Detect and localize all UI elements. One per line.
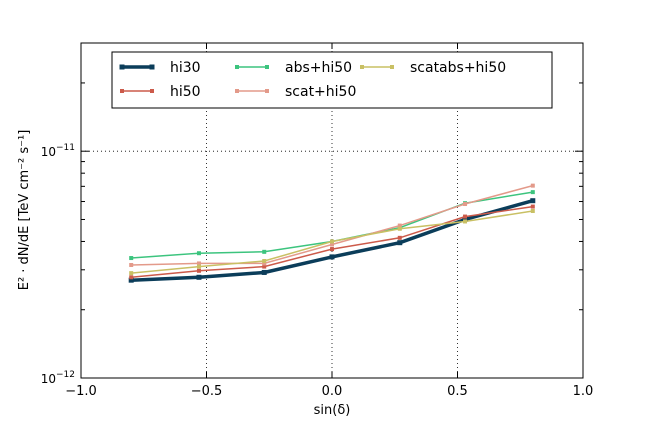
data-point-scat+hi50 [463,202,468,207]
data-point-hi50 [262,264,267,269]
legend-box [111,51,553,109]
legend-label-scat+hi50: scat+hi50 [285,84,356,100]
legend-marker-scatabs+hi50 [360,65,364,69]
x-tick-label: −1.0 [65,384,97,399]
x-tick-label: 0.5 [447,384,468,399]
x-tick-label: −0.5 [191,384,223,399]
data-point-hi50 [129,275,134,280]
data-point-scat+hi50 [530,183,535,188]
data-point-scatabs+hi50 [530,208,535,213]
data-point-scatabs+hi50 [196,264,201,269]
legend-marker-scat+hi50 [265,89,269,93]
legend: hi30 hi50 abs+hi50 scat+hi50 scatabs+hi50 [111,51,553,109]
data-point-scat+hi50 [397,223,402,228]
data-point-hi50 [530,204,535,209]
data-point-scatabs+hi50 [262,259,267,264]
legend-marker-abs+hi50 [235,65,239,69]
legend-label-hi50: hi50 [170,84,201,100]
data-point-abs+hi50 [530,190,535,195]
y-axis-label: E² · dN/dE [TeV cm⁻² s⁻¹] [17,130,32,291]
legend-marker-scat+hi50 [235,89,239,93]
legend-marker-scatabs+hi50 [390,65,394,69]
legend-label-abs+hi50: abs+hi50 [285,60,352,76]
data-point-scat+hi50 [196,261,201,266]
data-point-hi30 [196,274,202,280]
data-point-scatabs+hi50 [463,219,468,224]
legend-marker-hi30 [149,64,155,70]
data-point-hi50 [397,235,402,240]
data-point-hi30 [397,240,403,246]
data-point-hi50 [330,247,334,252]
plot-frame [80,42,584,379]
data-point-scatabs+hi50 [129,271,134,276]
legend-label-hi30: hi30 [170,60,201,76]
data-point-scat+hi50 [262,261,267,266]
legend-marker-hi50 [150,89,154,93]
data-point-hi50 [463,214,468,219]
y-tick-label: 10−12 [41,370,75,386]
x-tick-label: 1.0 [573,384,594,399]
data-point-hi30 [329,254,335,260]
data-point-abs+hi50 [196,251,201,256]
legend-label-scatabs+hi50: scatabs+hi50 [410,60,506,76]
tick-layer: −1.0 −0.5 0.0 0.5 1.0 10−12 10−11 [41,43,594,399]
data-point-scatabs+hi50 [397,226,402,231]
x-axis-label: sin(δ) [314,403,351,418]
data-point-abs+hi50 [262,249,267,254]
data-point-scat+hi50 [129,262,134,267]
legend-marker-abs+hi50 [265,65,269,69]
data-point-hi30 [261,269,267,275]
data-point-abs+hi50 [129,256,134,261]
x-tick-label: 0.0 [322,384,343,399]
data-point-hi30 [128,277,134,283]
series-layer [128,183,536,283]
legend-marker-hi30 [119,64,125,70]
data-point-hi30 [530,198,536,204]
data-point-scatabs+hi50 [330,239,334,244]
data-point-scat+hi50 [330,242,334,247]
legend-marker-hi50 [120,89,124,93]
data-point-hi50 [196,268,201,273]
y-tick-label: 10−11 [41,143,75,159]
